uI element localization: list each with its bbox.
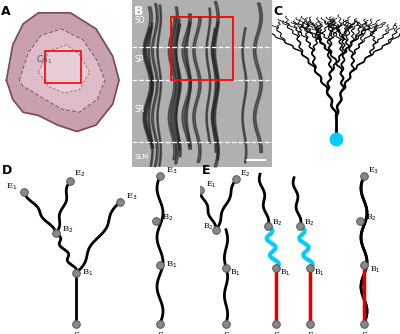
Point (153, 218, 159, 224)
Point (53, 230, 59, 236)
Text: E$_1$: E$_1$ (206, 179, 216, 190)
Point (223, 265, 229, 271)
Point (273, 265, 279, 271)
Text: S: S (307, 331, 313, 334)
Text: SO: SO (135, 16, 146, 25)
Point (73, 321, 79, 326)
Text: CA$_1$: CA$_1$ (36, 53, 53, 66)
Text: A: A (1, 5, 11, 18)
Text: SP: SP (135, 55, 144, 64)
Text: C: C (273, 5, 282, 18)
Point (357, 218, 363, 224)
Point (273, 321, 279, 326)
Point (223, 321, 229, 326)
Point (307, 321, 313, 326)
Point (265, 224, 271, 229)
Point (117, 199, 123, 205)
Point (197, 187, 203, 192)
Point (73, 271, 79, 276)
Text: S: S (223, 331, 229, 334)
Polygon shape (6, 13, 119, 132)
Text: S: S (73, 331, 79, 334)
Point (157, 262, 163, 267)
Point (213, 227, 219, 232)
Text: B$_1$: B$_1$ (370, 265, 380, 275)
Bar (171, 17, 233, 80)
Text: D: D (2, 164, 12, 177)
Point (297, 224, 303, 229)
Point (21, 189, 27, 194)
Point (157, 173, 163, 179)
Polygon shape (38, 45, 90, 93)
Text: E: E (202, 164, 210, 177)
Text: S: S (157, 331, 163, 334)
Bar (45, 51, 81, 84)
Point (361, 173, 367, 179)
Text: B: B (134, 5, 143, 18)
Text: B$_1$: B$_1$ (314, 268, 324, 279)
Text: SR: SR (135, 105, 145, 114)
Text: S: S (273, 331, 279, 334)
Text: E$_3$: E$_3$ (126, 191, 138, 202)
Point (67, 178, 73, 184)
Text: B$_1$: B$_1$ (230, 268, 240, 279)
Text: B$_1$: B$_1$ (82, 268, 93, 279)
Text: B$_2$: B$_2$ (304, 217, 314, 228)
Text: B$_2$: B$_2$ (366, 212, 376, 223)
Point (233, 177, 239, 182)
Text: SLM: SLM (135, 154, 149, 160)
Point (157, 321, 163, 326)
Text: E$_1$: E$_1$ (6, 181, 18, 192)
Text: E$_3$: E$_3$ (368, 165, 379, 176)
Point (361, 321, 367, 326)
Text: B$_1$: B$_1$ (280, 268, 290, 279)
Polygon shape (19, 29, 105, 112)
Text: E$_3$: E$_3$ (166, 165, 178, 176)
Text: E$_2$: E$_2$ (240, 169, 250, 179)
Text: S: S (361, 331, 367, 334)
Text: B$_2$: B$_2$ (204, 221, 214, 231)
Text: E$_2$: E$_2$ (74, 169, 85, 179)
Point (361, 262, 367, 267)
Text: B$_1$: B$_1$ (166, 259, 177, 270)
Text: B$_2$: B$_2$ (62, 224, 73, 235)
Text: B$_2$: B$_2$ (272, 217, 282, 228)
Point (307, 265, 313, 271)
Point (333, 137, 339, 142)
Text: B$_2$: B$_2$ (162, 212, 173, 223)
